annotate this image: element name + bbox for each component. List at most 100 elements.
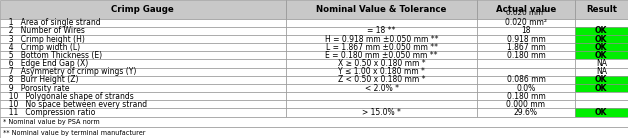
Bar [575,76,628,84]
Text: Actual value: Actual value [496,5,556,14]
Text: 1   Area of single strand: 1 Area of single strand [4,18,100,27]
Text: 0.086 mm: 0.086 mm [507,75,545,84]
Bar [477,92,575,100]
Text: E = 0.180 mm ±0.050 mm **: E = 0.180 mm ±0.050 mm ** [325,51,438,60]
Text: OK: OK [595,75,607,84]
Bar [575,59,628,68]
Text: 0.180 mm: 0.180 mm [507,51,545,60]
Text: 3   Crimp height (H): 3 Crimp height (H) [4,34,85,44]
Bar [286,100,477,108]
Text: OK: OK [595,43,607,52]
Bar [575,0,628,19]
Bar [286,43,477,51]
Text: 0.000 mm: 0.000 mm [506,100,546,109]
Text: ** Nominal value by terminal manufacturer: ** Nominal value by terminal manufacture… [3,130,145,136]
Text: OK: OK [595,108,607,117]
Bar [286,84,477,92]
Text: Nominal Value & Tolerance: Nominal Value & Tolerance [317,5,447,14]
Bar [0,76,286,84]
Bar [0,59,286,68]
Bar [0,68,286,76]
Bar [0,108,286,117]
Text: 0.020 mm²: 0.020 mm² [506,10,546,16]
Bar [286,68,477,76]
Bar [286,108,477,117]
Bar [575,108,628,117]
Bar [477,59,575,68]
Bar [477,76,575,84]
Bar [0,84,286,92]
Text: Z < 0.50 x 0.180 mm *: Z < 0.50 x 0.180 mm * [338,75,425,84]
Bar [477,68,575,76]
Text: OK: OK [595,26,607,35]
Bar [286,35,477,43]
Bar [575,19,628,27]
Bar [286,51,477,59]
Text: 0.0%: 0.0% [516,83,536,93]
Bar [286,19,477,27]
Bar [477,27,575,35]
Bar [0,43,286,51]
Text: * Nominal value by PSA norm: * Nominal value by PSA norm [3,119,99,125]
Bar [0,35,286,43]
Bar [477,84,575,92]
Bar [0,27,286,35]
Text: Crimp Gauge: Crimp Gauge [112,5,174,14]
Text: 0.020 mm²: 0.020 mm² [505,18,547,27]
Bar [0,19,286,27]
Text: 0.918 mm: 0.918 mm [507,34,545,44]
Text: 9   Porosity rate: 9 Porosity rate [4,83,69,93]
Text: 0.180 mm: 0.180 mm [507,92,545,101]
Bar [286,59,477,68]
Text: NA: NA [596,67,607,76]
Bar [477,100,575,108]
Text: 1.867 mm: 1.867 mm [507,43,545,52]
Bar [0,100,286,108]
Bar [0,117,628,127]
Bar [286,0,477,19]
Text: Y ≤ 1.00 x 0.180 mm *: Y ≤ 1.00 x 0.180 mm * [338,67,425,76]
Text: 7   Asymmetry of crimp wings (Y): 7 Asymmetry of crimp wings (Y) [4,67,136,76]
Bar [575,35,628,43]
Bar [477,19,575,27]
Bar [286,76,477,84]
Text: H = 0.918 mm ±0.050 mm **: H = 0.918 mm ±0.050 mm ** [325,34,438,44]
Text: L = 1.867 mm ±0.050 mm **: L = 1.867 mm ±0.050 mm ** [325,43,438,52]
Text: < 2.0% *: < 2.0% * [364,83,399,93]
Bar [286,27,477,35]
Text: > 15.0% *: > 15.0% * [362,108,401,117]
Bar [575,43,628,51]
Bar [0,127,628,138]
Bar [0,51,286,59]
Bar [477,51,575,59]
Text: 5   Bottom Thickness (E): 5 Bottom Thickness (E) [4,51,102,60]
Bar [0,92,286,100]
Text: X ≥ 0.50 x 0.180 mm *: X ≥ 0.50 x 0.180 mm * [338,59,425,68]
Text: 18: 18 [521,26,531,35]
Bar [575,92,628,100]
Text: OK: OK [595,83,607,93]
Text: Result: Result [586,5,617,14]
Text: = 18 **: = 18 ** [367,26,396,35]
Text: OK: OK [595,51,607,60]
Text: 4   Crimp width (L): 4 Crimp width (L) [4,43,80,52]
Text: 11   Compression ratio: 11 Compression ratio [4,108,95,117]
Bar [575,100,628,108]
Bar [477,108,575,117]
Text: 2   Number of Wires: 2 Number of Wires [4,26,85,35]
Text: 8   Burr Height (Z): 8 Burr Height (Z) [4,75,78,84]
Bar [575,27,628,35]
Bar [0,0,286,19]
Bar [477,0,575,19]
Bar [477,35,575,43]
Text: OK: OK [595,34,607,44]
Text: 10   Polygonale shape of strands: 10 Polygonale shape of strands [4,92,134,101]
Bar [477,43,575,51]
Bar [575,68,628,76]
Text: 29.6%: 29.6% [514,108,538,117]
Bar [575,51,628,59]
Text: 6   Edge End Gap (X): 6 Edge End Gap (X) [4,59,88,68]
Bar [575,84,628,92]
Text: NA: NA [596,59,607,68]
Bar [286,92,477,100]
